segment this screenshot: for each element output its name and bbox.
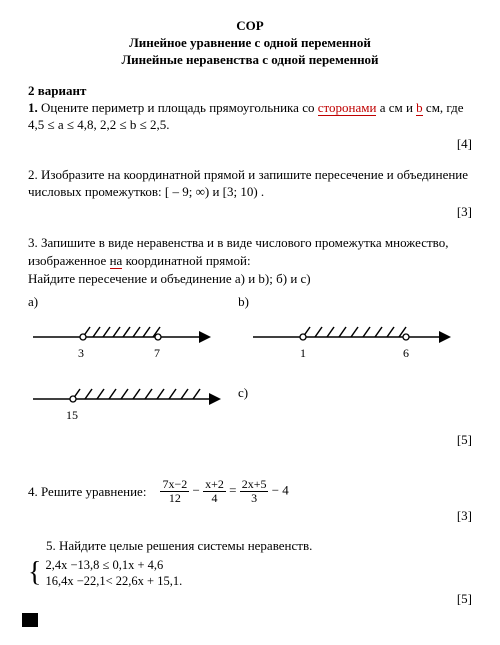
- frac1-num: 7x−2: [160, 478, 189, 492]
- frac2-num: x+2: [203, 478, 226, 492]
- numberline-c-row: 15 c): [28, 373, 472, 421]
- q5-title: 5. Найдите целые решения системы неравен…: [28, 538, 472, 554]
- a-left-label: 3: [78, 345, 84, 361]
- frac-3: 2x+5 3: [240, 478, 269, 505]
- document-header: СОР Линейное уравнение с одной переменно…: [28, 18, 472, 69]
- numberline-a: 3 7: [28, 315, 218, 355]
- b-right-label: 6: [403, 345, 409, 361]
- q3-labels: a) b): [28, 293, 472, 311]
- q4-tail: − 4: [272, 483, 289, 498]
- frac2-den: 4: [203, 492, 226, 505]
- q4-score: [3]: [28, 508, 472, 524]
- question-5: 5. Найдите целые решения системы неравен…: [28, 538, 472, 608]
- frac-1: 7x−2 12: [160, 478, 189, 505]
- q2-text: 2. Изобразите на координатной прямой и з…: [28, 167, 468, 200]
- header-line: Линейное уравнение с одной переменной: [28, 35, 472, 52]
- header-line: СОР: [28, 18, 472, 35]
- document-page: СОР Линейное уравнение с одной переменно…: [0, 0, 500, 645]
- q5-system: { 2,4x −13,8 ≤ 0,1x + 4,6 16,4x −22,1< 2…: [28, 557, 472, 590]
- q3-line2: Найдите пересечение и объединение a) и b…: [28, 270, 472, 288]
- q3-score: [5]: [28, 431, 472, 449]
- header-line: Линейные неравенства с одной переменной: [28, 52, 472, 69]
- variant-label: 2 вариант: [28, 83, 472, 99]
- label-a: a): [28, 293, 38, 311]
- frac1-den: 12: [160, 492, 189, 505]
- q3-line1: 3. Запишите в виде неравенства и в виде …: [28, 234, 472, 269]
- question-1: 2 вариант 1. Оцените периметр и площадь …: [28, 83, 472, 152]
- bottom-marker: [22, 613, 38, 627]
- numberline-c: 15: [28, 377, 228, 417]
- q1-text: 1. Оцените периметр и площадь прямоуголь…: [28, 99, 472, 134]
- q1-num: 1.: [28, 100, 38, 115]
- q4-label: 4. Решите уравнение:: [28, 484, 146, 500]
- q1-mid: a см и: [376, 100, 416, 115]
- eq-sign: =: [229, 483, 240, 498]
- q4-row: 4. Решите уравнение: 7x−2 12 − x+2 4 = 2…: [28, 478, 472, 505]
- q3-l1b: координатной прямой:: [122, 253, 250, 268]
- question-4: 4. Решите уравнение: 7x−2 12 − x+2 4 = 2…: [28, 478, 472, 523]
- minus-1: −: [192, 483, 203, 498]
- q5-lines: 2,4x −13,8 ≤ 0,1x + 4,6 16,4x −22,1< 22,…: [45, 557, 182, 590]
- a-right-label: 7: [154, 345, 160, 361]
- frac3-den: 3: [240, 492, 269, 505]
- q5-line2: 16,4x −22,1< 22,6x + 15,1.: [45, 573, 182, 589]
- q2-score: [3]: [28, 203, 472, 221]
- q1-score: [4]: [28, 136, 472, 152]
- label-c: c): [238, 384, 248, 402]
- numberlines-row: 3 7: [28, 311, 472, 359]
- frac-2: x+2 4: [203, 478, 226, 505]
- brace-icon: {: [28, 559, 41, 587]
- q5-score: [5]: [28, 591, 472, 607]
- q3-l1-underline: на: [110, 253, 123, 269]
- q1-pre: Оцените периметр и площадь прямоугольник…: [38, 100, 318, 115]
- q1-underline-1: сторонами: [318, 100, 377, 116]
- question-2: 2. Изобразите на координатной прямой и з…: [28, 166, 472, 221]
- frac3-num: 2x+5: [240, 478, 269, 492]
- numberline-b: 1 6: [248, 315, 458, 355]
- b-left-label: 1: [300, 345, 306, 361]
- label-b: b): [238, 293, 249, 311]
- q4-equation: 7x−2 12 − x+2 4 = 2x+5 3 − 4: [160, 478, 288, 505]
- question-3: 3. Запишите в виде неравенства и в виде …: [28, 234, 472, 448]
- c-label: 15: [66, 407, 78, 423]
- q5-line1: 2,4x −13,8 ≤ 0,1x + 4,6: [45, 557, 182, 573]
